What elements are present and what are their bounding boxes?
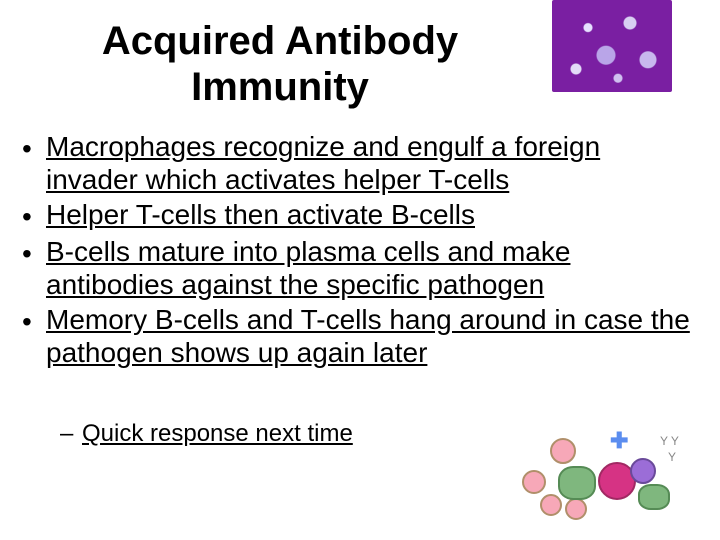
antibody-icon: Y Y (660, 434, 679, 448)
bullet-list: • Macrophages recognize and engulf a for… (22, 130, 690, 371)
bullet-item: • Macrophages recognize and engulf a for… (22, 130, 690, 196)
sub-bullet-list: – Quick response next time (60, 420, 353, 448)
cell-icon (638, 484, 670, 510)
antibody-icon: Y (668, 450, 676, 464)
plus-icon: ✚ (610, 428, 628, 454)
bullet-marker: • (22, 198, 46, 233)
bullet-text: Memory B-cells and T-cells hang around i… (46, 303, 690, 369)
bullet-item: • Helper T-cells then activate B-cells (22, 198, 690, 233)
bullet-text: B-cells mature into plasma cells and mak… (46, 235, 690, 301)
cell-icon (558, 466, 596, 500)
sub-bullet-item: – Quick response next time (60, 420, 353, 448)
cell-icon (565, 498, 587, 520)
bullet-text: Macrophages recognize and engulf a forei… (46, 130, 690, 196)
cell-icon (540, 494, 562, 516)
footer-diagram-image: ✚ Y Y Y (510, 428, 690, 524)
sub-bullet-text: Quick response next time (82, 420, 353, 448)
cell-icon (550, 438, 576, 464)
header-decorative-image (552, 0, 672, 92)
bullet-item: • B-cells mature into plasma cells and m… (22, 235, 690, 301)
bullet-marker: • (22, 130, 46, 196)
bullet-marker: • (22, 303, 46, 369)
sub-bullet-marker: – (60, 420, 82, 448)
cell-icon (630, 458, 656, 484)
slide-title: Acquired Antibody Immunity (60, 18, 500, 110)
cell-icon (522, 470, 546, 494)
bullet-marker: • (22, 235, 46, 301)
bullet-item: • Memory B-cells and T-cells hang around… (22, 303, 690, 369)
slide-root: Acquired Antibody Immunity • Macrophages… (0, 0, 720, 540)
bullet-text: Helper T-cells then activate B-cells (46, 198, 690, 233)
